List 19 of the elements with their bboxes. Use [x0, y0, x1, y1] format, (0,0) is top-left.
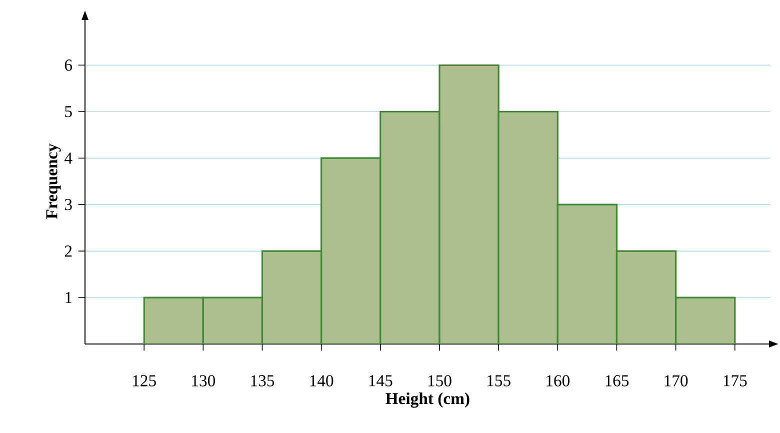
y-tick-label: 4: [64, 152, 72, 164]
x-tick-label: 155: [488, 375, 510, 386]
x-tick-label: 145: [369, 375, 392, 386]
y-tick-label: 6: [64, 60, 72, 71]
y-tick-label: 1: [66, 292, 72, 304]
x-tick-label: 125: [133, 375, 156, 386]
x-tick-label: 175: [724, 375, 747, 386]
x-axis-title: Height (cm): [386, 392, 470, 408]
x-tick-label: 140: [310, 375, 334, 386]
y-tick-label: 5: [65, 106, 72, 118]
x-tick-label: 165: [606, 375, 629, 386]
y-axis-title: Frequency: [46, 144, 61, 219]
x-tick-label: 160: [546, 375, 570, 386]
y-tick-label: 3: [64, 198, 72, 210]
x-tick-label: 135: [251, 375, 274, 386]
x-tick-label: 150: [428, 375, 452, 386]
x-tick-label: 130: [192, 375, 216, 386]
y-tick-label: 2: [64, 246, 72, 257]
x-tick-label: 170: [664, 375, 688, 386]
